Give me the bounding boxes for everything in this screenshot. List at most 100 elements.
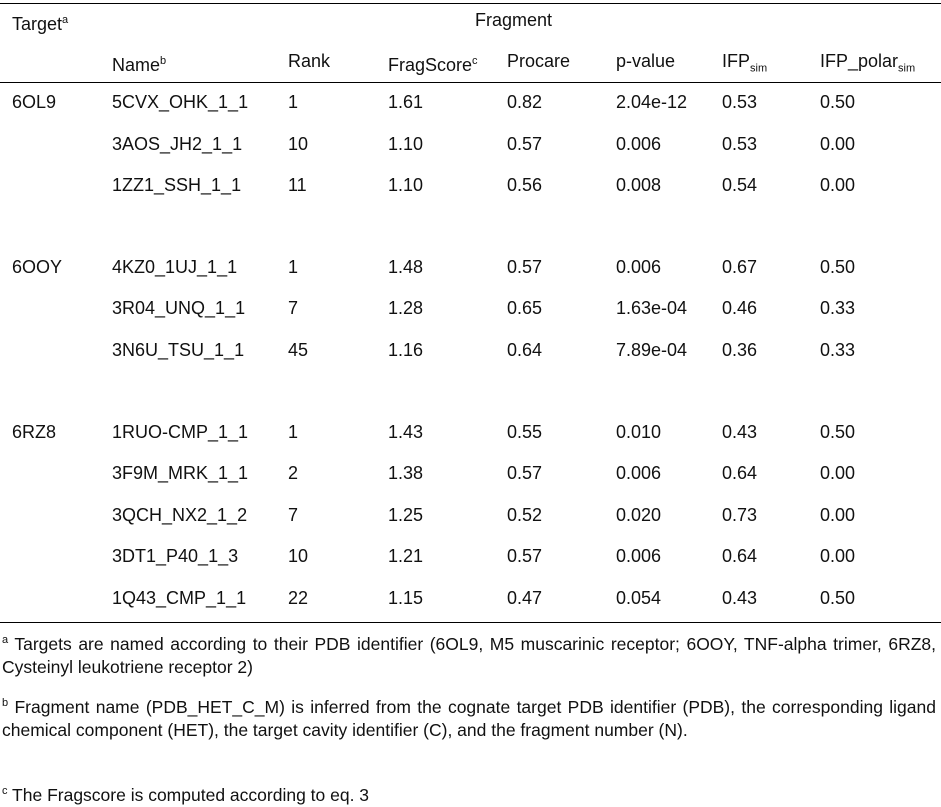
table-cell: 45: [288, 340, 309, 360]
table-cell: 0.00: [820, 546, 856, 567]
footnote-mark: a: [62, 14, 69, 26]
column-header: IFPsim: [722, 50, 767, 80]
table-cell: 0.46: [722, 298, 758, 319]
footnote-text: Fragment name (PDB_HET_C_M) is inferred …: [2, 696, 936, 741]
table-cell: 7.89e-04: [616, 340, 688, 360]
table-cell: 0.82: [507, 92, 543, 112]
column-label: IFP: [722, 51, 751, 71]
table-cell: 0.006: [616, 256, 662, 277]
table-cell: 1: [288, 256, 299, 277]
table-cell: 0.67: [722, 256, 758, 277]
table-cell: 3DT1_P40_1_3: [112, 546, 239, 567]
table-cell: 0.006: [616, 546, 662, 567]
table-cell: 0.33: [820, 298, 856, 319]
table-cell: 10: [288, 133, 309, 154]
table-cell: 7: [288, 298, 299, 319]
target-label: Target: [12, 14, 63, 34]
table-cell: 1.15: [388, 588, 424, 608]
table-cell: 0.00: [820, 175, 856, 196]
table-cell: 0.50: [820, 588, 856, 608]
table-cell: 1.48: [388, 256, 424, 277]
bottom-rule: [0, 622, 941, 623]
table-cell: 0.53: [722, 92, 758, 112]
footnote-mark: c: [2, 785, 8, 797]
table-cell: 0.33: [820, 340, 856, 360]
column-label: FragScore: [388, 55, 473, 75]
table-cell: 0.006: [616, 133, 662, 154]
column-label: IFP_polar: [820, 51, 899, 71]
top-rule: [0, 3, 941, 4]
table-cell: 0.53: [722, 133, 758, 154]
table-cell: 0.36: [722, 340, 758, 360]
table-cell: 11: [288, 175, 307, 196]
table-cell: 0.57: [507, 546, 543, 567]
table-cell: 0.64: [722, 463, 758, 484]
table-cell: 0.006: [616, 463, 662, 484]
table-cell: 0.73: [722, 504, 758, 525]
subscript: sim: [898, 62, 916, 75]
table-cell: 0.020: [616, 504, 662, 525]
target-cell: 6OL9: [12, 92, 57, 112]
table-cell: 0.57: [507, 256, 543, 277]
table-cell: 1.21: [388, 546, 424, 567]
table-cell: 0.55: [507, 421, 543, 442]
table-cell: 0.00: [820, 504, 856, 525]
table-cell: 1ZZ1_SSH_1_1: [112, 175, 242, 196]
column-header: FragScorec: [388, 50, 478, 76]
table-cell: 0.57: [507, 463, 543, 484]
table-cell: 3AOS_JH2_1_1: [112, 133, 243, 154]
table-cell: 1.38: [388, 463, 424, 484]
table-cell: 2: [288, 463, 299, 484]
footnote: c The Fragscore is computed according to…: [2, 780, 936, 807]
table-cell: 1.43: [388, 421, 424, 442]
footnote-mark: b: [160, 55, 167, 67]
header-target: Targeta: [12, 9, 68, 35]
column-header: Rank: [288, 50, 330, 72]
table-cell: 0.00: [820, 133, 856, 154]
table-cell: 1.10: [388, 133, 424, 154]
table-cell: 0.47: [507, 588, 543, 608]
table-cell: 0.50: [820, 256, 856, 277]
footnote-text: The Fragscore is computed according to e…: [12, 784, 370, 805]
subscript: sim: [750, 62, 768, 75]
table-cell: 1.10: [388, 175, 424, 196]
table-cell: 0.65: [507, 298, 543, 319]
table-cell: 0.64: [722, 546, 758, 567]
table-cell: 1.28: [388, 298, 424, 319]
column-label: Name: [112, 55, 161, 75]
table-cell: 0.43: [722, 421, 758, 442]
table-cell: 22: [288, 588, 309, 608]
table-cell: 0.008: [616, 175, 662, 196]
footnote-mark: a: [2, 634, 9, 646]
target-cell: 6OOY: [12, 256, 63, 277]
table-cell: 0.010: [616, 421, 662, 442]
footnote-text: Targets are named according to their PDB…: [2, 633, 936, 678]
table-cell: 1.16: [388, 340, 424, 360]
table-cell: 0.57: [507, 133, 543, 154]
table-cell: 5CVX_OHK_1_1: [112, 92, 249, 112]
table-cell: 1.61: [388, 92, 424, 112]
table-cell: 1Q43_CMP_1_1: [112, 588, 247, 608]
column-label: Procare: [507, 51, 571, 71]
table-cell: 0.56: [507, 175, 543, 196]
table-cell: 0.43: [722, 588, 758, 608]
table-cell: 0.52: [507, 504, 543, 525]
column-header: Procare: [507, 50, 570, 72]
table-cell: 7: [288, 504, 299, 525]
table-cell: 0.54: [722, 175, 758, 196]
table-cell: 0.64: [507, 340, 543, 360]
table-cell: 0.50: [820, 421, 856, 442]
table-cell: 1.63e-04: [616, 298, 688, 319]
target-cell: 6RZ8: [12, 421, 57, 442]
table-cell: 0.054: [616, 588, 662, 608]
table-cell: 0.50: [820, 92, 856, 112]
header-rule: [0, 82, 941, 83]
table-cell: 1: [288, 92, 299, 112]
column-header: IFP_polarsim: [820, 50, 915, 80]
table-cell: 0.00: [820, 463, 856, 484]
table-cell: 4KZ0_1UJ_1_1: [112, 256, 238, 277]
footnote: b Fragment name (PDB_HET_C_M) is inferre…: [2, 692, 936, 743]
table-cell: 1.25: [388, 504, 424, 525]
table-cell: 2.04e-12: [616, 92, 688, 112]
